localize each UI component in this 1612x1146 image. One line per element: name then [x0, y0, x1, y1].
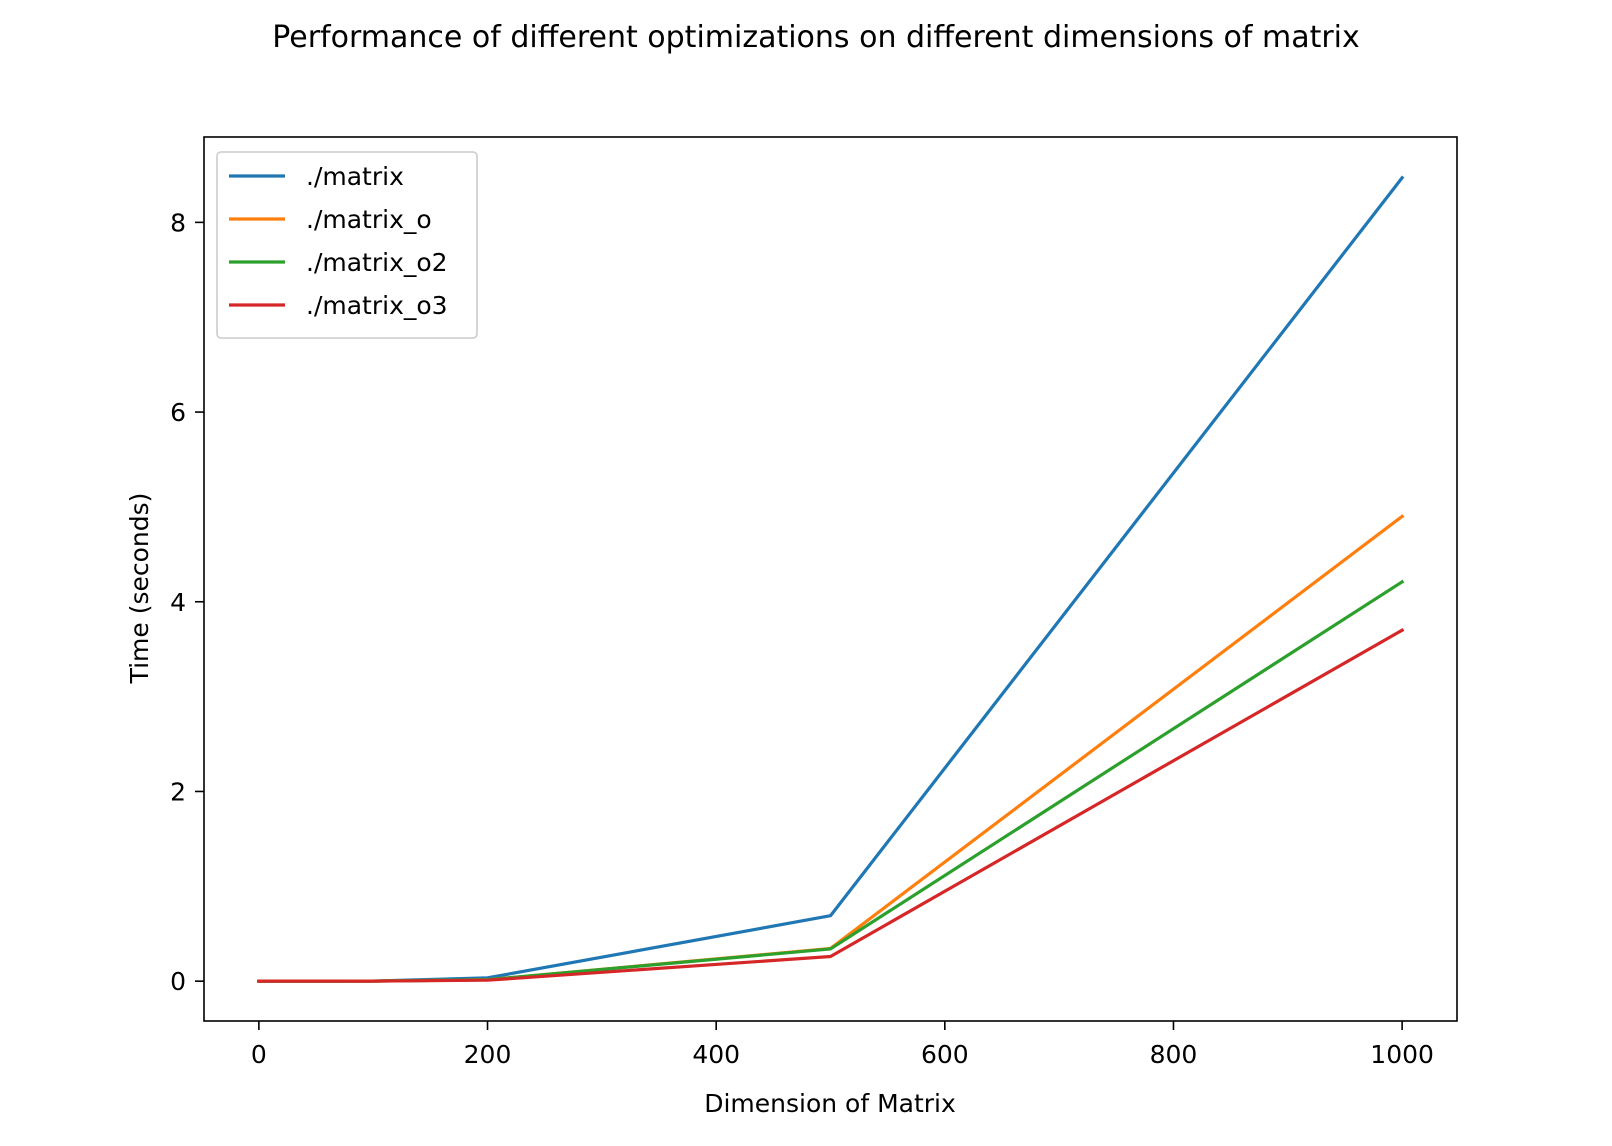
legend: ./matrix ./matrix_o ./matrix_o2 ./matrix_o3 — [216, 151, 478, 339]
plot-layer — [257, 175, 1405, 983]
x-axis-label: Dimension of Matrix — [704, 1089, 956, 1118]
legend-label-4: ./matrix_o3 — [306, 291, 448, 320]
legend-label-3: ./matrix_o2 — [306, 248, 448, 277]
x-tick-label: 200 — [464, 1040, 512, 1069]
series-line-4 — [257, 628, 1405, 983]
axes-layer: 0 200 400 600 800 1000 0 2 4 6 8 — [170, 136, 1458, 1069]
y-tick-label: 4 — [170, 588, 186, 617]
axes-frame — [203, 136, 1458, 1022]
y-tick-label: 0 — [170, 967, 186, 996]
legend-label-1: ./matrix — [306, 162, 404, 191]
x-tick-label: 800 — [1150, 1040, 1198, 1069]
legend-label-2: ./matrix_o — [306, 205, 432, 234]
y-axis-label: Time (seconds) — [125, 493, 154, 685]
x-tick-label: 600 — [921, 1040, 969, 1069]
y-tick-label: 8 — [170, 208, 186, 237]
x-tick-label: 1000 — [1370, 1040, 1434, 1069]
y-tick-label: 6 — [170, 398, 186, 427]
x-tick-label: 400 — [692, 1040, 740, 1069]
legend-box — [216, 151, 478, 339]
x-tick-label: 0 — [251, 1040, 267, 1069]
chart-title: Performance of different optimizations o… — [272, 20, 1360, 55]
y-tick-label: 2 — [170, 777, 186, 806]
